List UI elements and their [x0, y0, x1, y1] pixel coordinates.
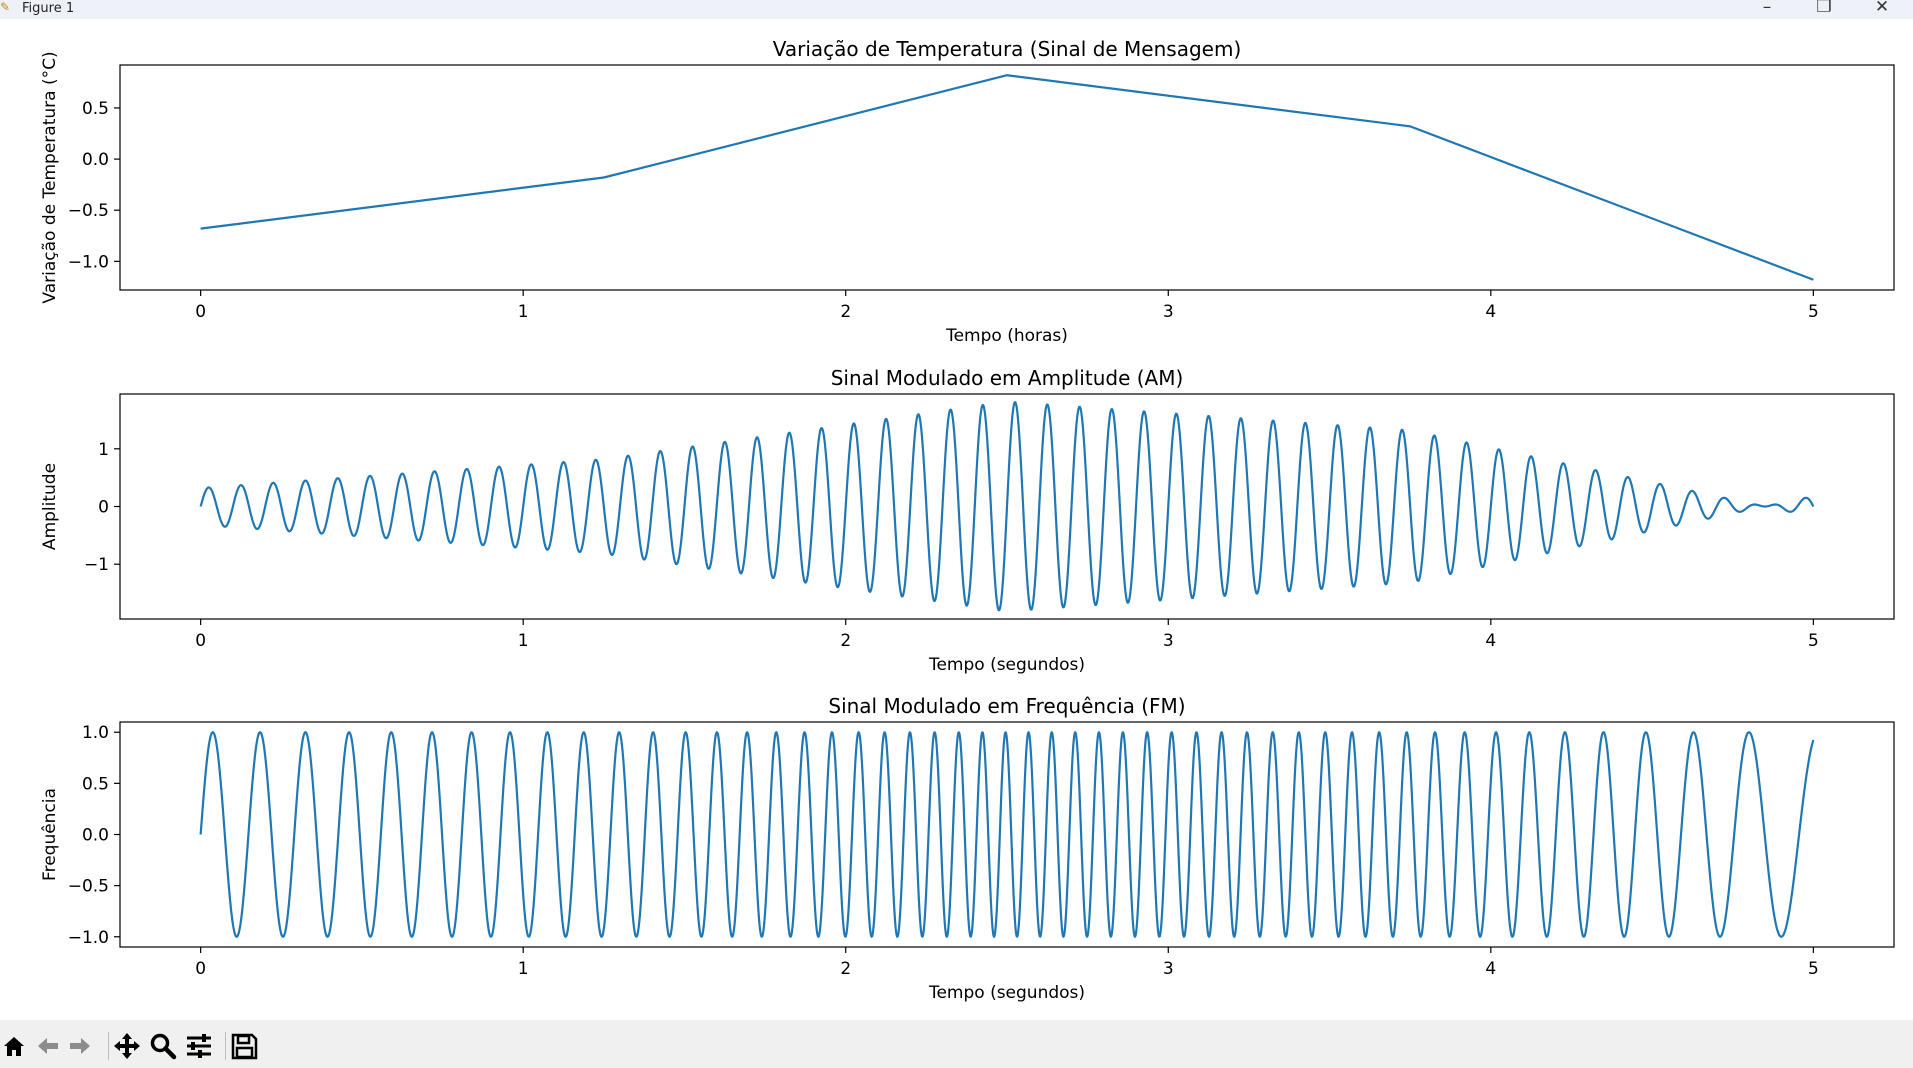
minimize-button[interactable]: –: [1762, 0, 1772, 17]
x-tick-label: 4: [1485, 302, 1496, 322]
y-tick-label: −1.0: [68, 252, 109, 272]
y-tick-label: 1: [98, 440, 109, 460]
x-tick-label: 0: [195, 302, 206, 322]
maximize-button[interactable]: ❐: [1816, 0, 1832, 17]
window-title-bar: ✎ Figure 1 – ❐ ✕: [0, 0, 1913, 19]
y-tick-label: 0: [98, 498, 109, 518]
y-axis-label: Variação de Temperatura (°C): [40, 51, 60, 303]
forward-icon: [70, 1038, 90, 1054]
x-axis-label: Tempo (segundos): [928, 655, 1085, 675]
y-tick-label: 0.5: [82, 774, 109, 794]
x-axis-label: Tempo (horas): [945, 326, 1068, 346]
chart-title: Sinal Modulado em Amplitude (AM): [831, 366, 1184, 390]
y-tick-label: −1.0: [68, 928, 109, 948]
x-tick-label: 2: [840, 959, 851, 979]
window-title: Figure 1: [22, 1, 75, 16]
y-tick-label: 1.0: [82, 723, 109, 743]
chart-panel-3: 0 1 2 3 4 5 1.0 0.5 0.0 −0.5 −1.0 Sinal Modulado em…: [40, 694, 1895, 1003]
y-tick-label: −1: [84, 555, 109, 575]
chart-title: Sinal Modulado em Frequência (FM): [828, 694, 1185, 718]
y-tick-label: 0.0: [82, 826, 109, 846]
y-tick-label: 0.5: [82, 99, 109, 119]
series-line: [200, 74, 1814, 281]
pan-icon: [114, 1033, 140, 1059]
forward-button[interactable]: [66, 1032, 94, 1060]
chart-title: Variação de Temperatura (Sinal de Mensag…: [773, 37, 1242, 61]
zoom-icon: [150, 1033, 177, 1060]
y-tick-label: 0.0: [82, 150, 109, 170]
back-button[interactable]: [34, 1032, 62, 1060]
save-icon: [231, 1033, 258, 1060]
x-tick-label: 1: [518, 959, 529, 979]
x-tick-label: 0: [195, 631, 206, 651]
x-tick-label: 3: [1163, 302, 1174, 322]
x-tick-label: 5: [1808, 302, 1819, 322]
zoom-button[interactable]: [149, 1032, 177, 1060]
save-button[interactable]: [230, 1032, 258, 1060]
chart-panel-2: 0 1 2 3 4 5 1 0 −1 Sinal Modulado em Amplitude (A…: [40, 366, 1895, 675]
x-tick-label: 4: [1485, 631, 1496, 651]
close-button[interactable]: ✕: [1874, 0, 1890, 17]
y-axis-label: Frequência: [40, 788, 60, 881]
x-tick-label: 1: [518, 631, 529, 651]
home-button[interactable]: [0, 1032, 28, 1060]
home-icon: [4, 1037, 24, 1056]
back-icon: [38, 1038, 58, 1054]
configure-subplots-icon: [187, 1034, 211, 1058]
chart-panel-1: 0 1 2 3 4 5 0.5 0.0 −0.5 −1.0 Variação de Temperat…: [40, 37, 1895, 346]
pan-button[interactable]: [113, 1032, 141, 1060]
y-tick-label: −0.5: [68, 201, 109, 221]
configure-subplots-button[interactable]: [185, 1032, 213, 1060]
toolbar-separator: [225, 1032, 226, 1060]
axes-frame: [119, 64, 1895, 291]
x-tick-label: 2: [840, 631, 851, 651]
y-axis-label: Amplitude: [40, 463, 60, 550]
matplotlib-app-icon: ✎: [0, 0, 11, 14]
x-tick-label: 3: [1163, 631, 1174, 651]
x-tick-label: 2: [840, 302, 851, 322]
x-tick-label: 1: [518, 302, 529, 322]
x-tick-label: 5: [1808, 959, 1819, 979]
y-tick-label: −0.5: [68, 877, 109, 897]
figure-canvas: 0 1 2 3 4 5 0.5 0.0 −0.5 −1.0 Variação de Temperat…: [40, 37, 1895, 1003]
toolbar-separator: [108, 1032, 109, 1060]
x-tick-label: 0: [195, 959, 206, 979]
x-tick-label: 5: [1808, 631, 1819, 651]
navigation-toolbar: [0, 1020, 1913, 1068]
series-line: [199, 731, 1815, 938]
x-tick-label: 3: [1163, 959, 1174, 979]
series-line: [199, 401, 1815, 612]
x-tick-label: 4: [1485, 959, 1496, 979]
x-axis-label: Tempo (segundos): [928, 983, 1085, 1003]
